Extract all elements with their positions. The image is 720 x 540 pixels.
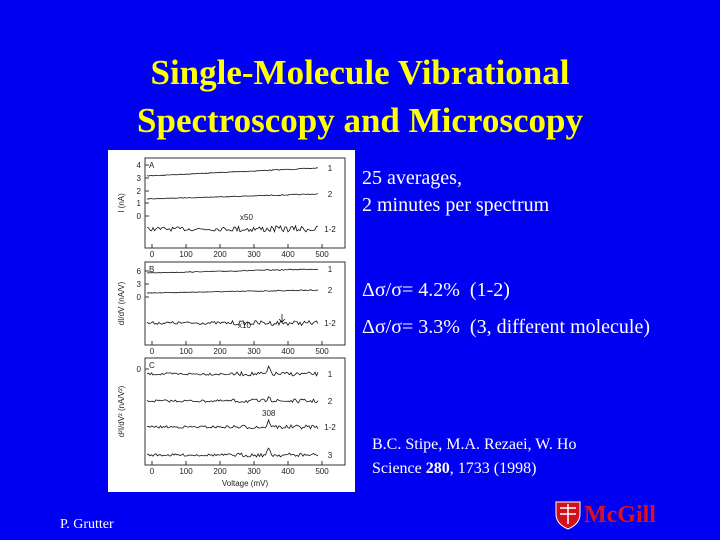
x-tick-label: 400 xyxy=(281,467,295,476)
y-axis-label: d²I/dV² (nA/V²) xyxy=(117,385,126,437)
x-tick-label: 400 xyxy=(281,250,295,259)
spectrum-curve xyxy=(146,193,318,200)
x-tick-label: 500 xyxy=(315,250,329,259)
spectrum-curve xyxy=(146,447,319,458)
curve-label: 1 xyxy=(328,370,333,379)
x-axis-label: Voltage (mV) xyxy=(222,479,269,488)
logo-shield-detail xyxy=(560,504,576,524)
spectrum-curve xyxy=(146,319,319,327)
title-line: Single-Molecule Vibrational xyxy=(150,53,569,92)
x-tick-label: 300 xyxy=(247,467,261,476)
logo-text: McGill xyxy=(584,502,656,528)
x-tick-label: 200 xyxy=(213,347,227,356)
citation-source: Science 280, 1733 (1998) xyxy=(372,460,536,477)
panel-frame xyxy=(144,357,346,466)
note: 25 averages, xyxy=(362,167,462,189)
volume: 280 xyxy=(426,460,450,477)
y-tick-label: 0 xyxy=(137,293,142,302)
curve-label: 3 xyxy=(328,451,333,460)
note: 2 minutes per spectrum xyxy=(362,194,550,216)
y-tick-label: 0 xyxy=(137,365,142,374)
footer-author: P. Grutter xyxy=(60,517,114,532)
x-tick-label: 500 xyxy=(315,467,329,476)
y-axis-label: dI/dV (nA/V) xyxy=(117,281,126,325)
panel-label: C xyxy=(149,361,155,370)
y-tick-label: 3 xyxy=(137,280,142,289)
curve-label: 2 xyxy=(328,190,333,199)
journal: Science xyxy=(372,460,426,477)
x-tick-label: 100 xyxy=(179,250,193,259)
panel-annotation: x10 xyxy=(238,321,251,330)
panel-annotation: 308 xyxy=(262,409,276,418)
spectrum-curve xyxy=(146,224,319,234)
figure-background xyxy=(108,150,355,492)
curve-label: 1-2 xyxy=(324,423,336,432)
x-tick-label: 0 xyxy=(150,250,155,259)
x-tick-label: 500 xyxy=(315,347,329,356)
curve-label: 1 xyxy=(328,265,333,274)
x-tick-label: 200 xyxy=(213,467,227,476)
panel-label: A xyxy=(149,161,155,170)
x-tick-label: 0 xyxy=(150,347,155,356)
y-tick-label: 1 xyxy=(137,199,142,208)
y-tick-label: 0 xyxy=(137,212,142,221)
x-tick-label: 0 xyxy=(150,467,155,476)
result: Δσ/σ= 3.3% (3, different molecule) xyxy=(362,316,650,338)
pages-year: , 1733 (1998) xyxy=(450,460,537,477)
x-tick-label: 100 xyxy=(179,347,193,356)
x-tick-label: 300 xyxy=(247,250,261,259)
panel-annotation: x50 xyxy=(240,213,253,222)
y-tick-label: 3 xyxy=(137,174,142,183)
y-tick-label: 2 xyxy=(137,187,142,196)
y-axis-label: I (nA) xyxy=(117,193,126,213)
x-tick-label: 300 xyxy=(247,347,261,356)
y-tick-label: 4 xyxy=(137,161,142,170)
x-tick-label: 100 xyxy=(179,467,193,476)
spectrum-curve xyxy=(146,167,319,177)
curve-label: 1-2 xyxy=(324,319,336,328)
arrow xyxy=(278,314,286,323)
spectrum-curve xyxy=(146,268,319,274)
y-tick-label: 6 xyxy=(137,267,142,276)
curve-label: 2 xyxy=(328,397,333,406)
x-tick-label: 400 xyxy=(281,347,295,356)
x-tick-label: 200 xyxy=(213,250,227,259)
spectrum-curve xyxy=(146,396,319,404)
title-line: Spectroscopy and Microscopy xyxy=(137,101,583,140)
curve-label: 1 xyxy=(328,164,333,173)
citation-authors: B.C. Stipe, M.A. Rezaei, W. Ho xyxy=(372,436,576,453)
panel-frame xyxy=(144,261,346,346)
curve-label: 1-2 xyxy=(324,225,336,234)
panel-label: B xyxy=(149,265,154,274)
result: Δσ/σ= 4.2% (1-2) xyxy=(362,279,510,301)
spectrum-curve xyxy=(146,418,319,430)
curve-label: 2 xyxy=(328,286,333,295)
spectrum-curve xyxy=(146,365,319,377)
spectrum-curve xyxy=(146,289,319,294)
